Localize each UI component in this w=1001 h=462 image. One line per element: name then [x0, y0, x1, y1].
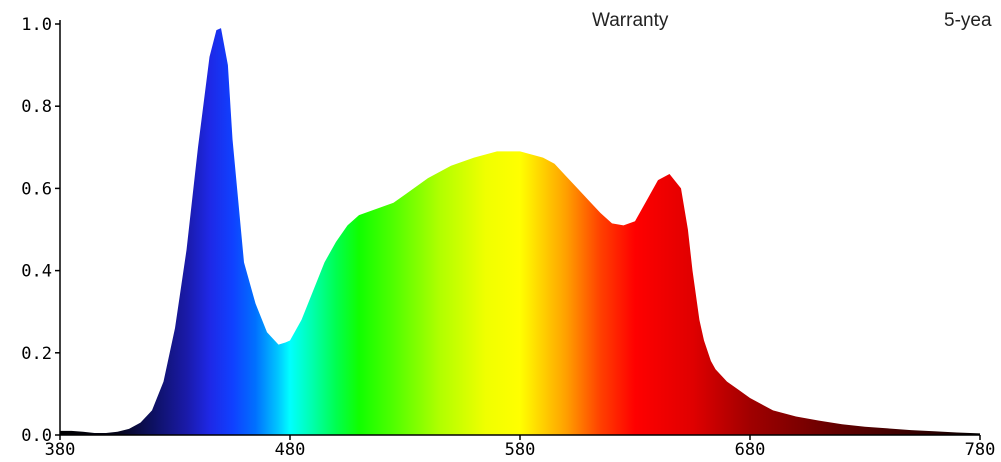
x-tick-label: 580 — [505, 440, 536, 460]
x-tick-label: 480 — [275, 440, 306, 460]
x-tick-label: 780 — [965, 440, 996, 460]
warranty-value: 5-yea — [944, 10, 992, 31]
x-tick-label: 680 — [735, 440, 766, 460]
y-tick-label: 1.0 — [21, 15, 52, 35]
x-tick-label: 380 — [45, 440, 76, 460]
y-tick-label: 0.0 — [21, 426, 52, 446]
y-tick-label: 0.8 — [21, 97, 52, 117]
spectrum-area — [60, 28, 980, 436]
y-tick-label: 0.6 — [21, 179, 52, 199]
y-tick-label: 0.4 — [21, 262, 52, 282]
warranty-label: Warranty — [592, 10, 669, 31]
y-tick-label: 0.2 — [21, 344, 52, 364]
